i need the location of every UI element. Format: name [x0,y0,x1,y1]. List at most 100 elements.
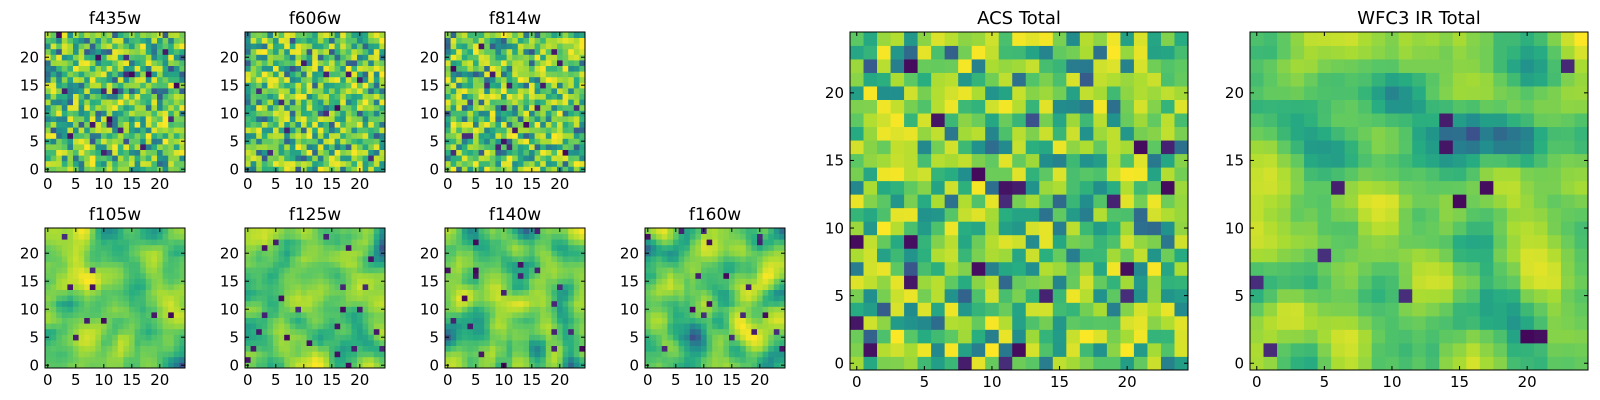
heatmap-cell [534,71,541,78]
heatmap-cell [562,121,569,128]
heatmap-cell [362,300,369,307]
heatmap-cell [317,351,324,358]
heatmap-cell [362,82,369,89]
heatmap-cell [944,207,959,222]
heatmap-cell [673,295,679,302]
heatmap-cell [656,261,663,268]
heatmap-cell [551,317,558,324]
heatmap-cell [78,110,85,117]
heatmap-cell [958,302,973,317]
heatmap-cell [1079,221,1094,236]
heatmap-cell [261,104,268,111]
heatmap-cell [112,138,119,145]
heatmap-cell [95,149,102,156]
heatmap-cell [484,32,491,38]
heatmap-cell [517,88,524,94]
heatmap-cell [551,160,558,167]
heatmap-cell [373,149,380,156]
heatmap-cell [95,278,102,285]
heatmap-cell [340,127,347,134]
heatmap-cell [362,127,369,134]
heatmap-cell [284,351,291,358]
heatmap-cell [684,306,691,313]
heatmap-cell [445,60,451,66]
heatmap-cell [1012,234,1027,249]
heatmap-cell [734,312,741,318]
heatmap-cell [557,340,563,346]
heatmap-cell [661,250,668,257]
heatmap-cell [695,289,702,296]
heatmap-cell [357,256,363,262]
heatmap-cell [362,256,369,262]
heatmap-cell [501,250,507,257]
heatmap-cell [501,340,507,346]
heatmap-cell [706,300,713,307]
heatmap-cell [301,312,307,318]
heatmap-cell [261,356,268,363]
heatmap-cell [250,132,257,139]
heatmap-cell [450,362,457,369]
heatmap-cell [489,121,496,128]
heatmap-cell [540,160,547,167]
heatmap-cell [562,284,569,290]
heatmap-cell [357,306,363,313]
heatmap-cell [456,160,463,167]
heatmap-cell [484,93,491,100]
heatmap-cell [145,88,152,94]
heatmap-cell [1120,194,1135,209]
heatmap-cell [162,155,169,162]
heatmap-cell [89,121,96,128]
heatmap-cell [673,233,679,240]
heatmap-cell [134,144,141,150]
heatmap-cell [173,60,180,66]
heatmap-cell [534,272,541,279]
heatmap-cell [73,82,79,89]
heatmap-cell [157,60,163,66]
heatmap-cell [673,345,679,352]
heatmap-cell [850,342,864,357]
heatmap-cell [306,65,313,72]
heatmap-cell [534,250,541,257]
heatmap-cell [73,233,79,240]
heatmap-cell [461,127,468,134]
heatmap-cell [368,60,375,66]
heatmap-cell [284,278,291,285]
heatmap-cell [334,351,341,358]
panel-title: f125w [289,205,341,225]
heatmap-cell [751,356,758,363]
heatmap-cell [1012,248,1027,263]
heatmap-cell [117,54,124,61]
heatmap-cell [323,233,330,240]
heatmap-cell [506,250,513,257]
heatmap-cell [863,194,878,209]
heatmap-cell [267,121,274,128]
heatmap-cell [673,351,679,358]
heatmap-cell [506,121,513,128]
heatmap-cell [379,48,386,55]
heatmap-cell [645,323,651,330]
heatmap-cell [904,194,918,209]
heatmap-cell [740,323,747,330]
heatmap-cell [562,60,569,66]
heatmap-cell [517,250,524,257]
heatmap-cell [368,155,375,162]
heatmap-cell [512,256,519,262]
heatmap-cell [106,144,113,150]
heatmap-cell [523,149,530,156]
heatmap-cell [168,127,175,134]
heatmap-cell [701,239,707,246]
heatmap-cell [667,267,674,274]
heatmap-cell [112,323,119,330]
heatmap-cell [295,48,302,55]
heatmap-cell [117,37,124,44]
heatmap-cell [129,345,135,352]
heatmap-cell [95,116,102,122]
heatmap-cell [278,362,285,369]
heatmap-cell [112,340,119,346]
heatmap-cell [1012,275,1027,290]
heatmap-cell [890,315,905,330]
heatmap-cell [256,256,263,262]
heatmap-cell [877,167,891,182]
heatmap-cell [151,244,158,251]
heatmap-cell [863,167,878,182]
